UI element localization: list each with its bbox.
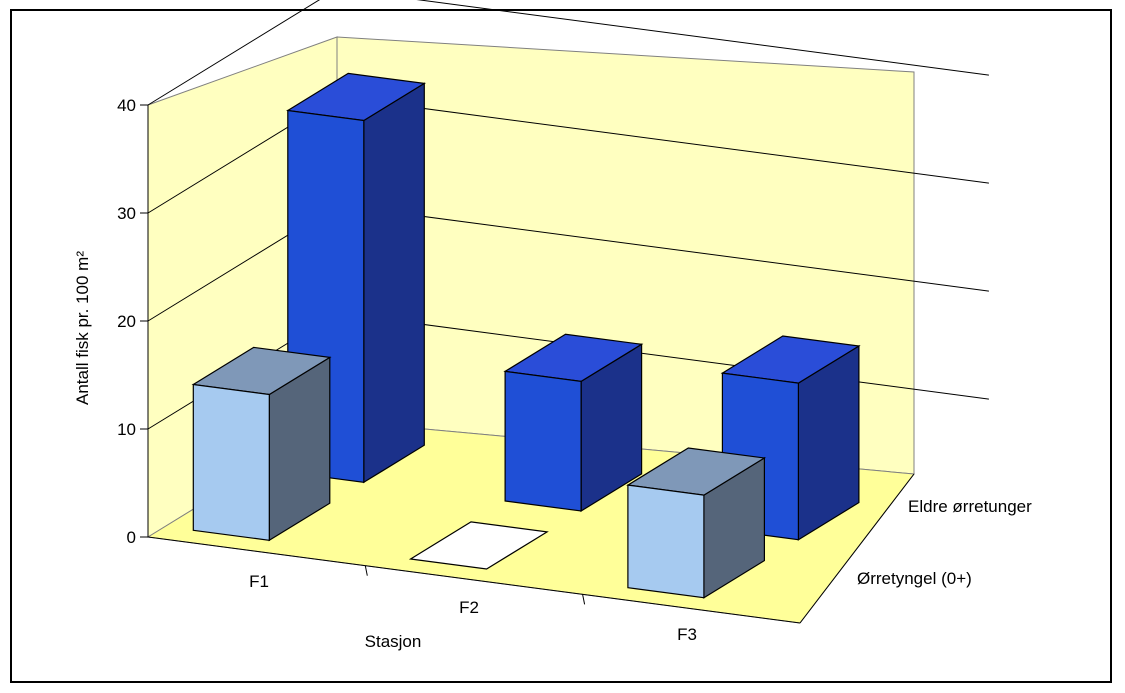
bar-yngel-f2 <box>408 521 549 570</box>
y-tick-label: 40 <box>117 96 136 115</box>
series-label-yngel: Ørretyngel (0+) <box>857 569 972 588</box>
x-tick-mark <box>582 594 586 605</box>
bar-yngel-f3 <box>626 447 767 599</box>
y-tick-label: 30 <box>117 204 136 223</box>
bar-eldre-f3 <box>720 335 861 541</box>
bar-yngel-f1 <box>191 346 332 542</box>
gridline <box>147 0 989 106</box>
y-tick-label: 20 <box>117 312 136 331</box>
bar-eldre-f2 <box>503 333 644 513</box>
category-label-f3: F3 <box>677 625 697 644</box>
x-tick-mark <box>364 565 368 576</box>
y-tick-label: 0 <box>127 528 136 547</box>
category-label-f1: F1 <box>249 572 269 591</box>
y-axis-title: Antall fisk pr. 100 m² <box>73 251 92 405</box>
y-tick-label: 10 <box>117 420 136 439</box>
category-label-f2: F2 <box>459 598 479 617</box>
bars <box>191 72 861 599</box>
y-ticks: 0 10 20 30 40 <box>117 96 586 605</box>
series-label-eldre: Eldre ørretunger <box>908 497 1032 516</box>
x-axis-title: Stasjon <box>365 632 422 651</box>
